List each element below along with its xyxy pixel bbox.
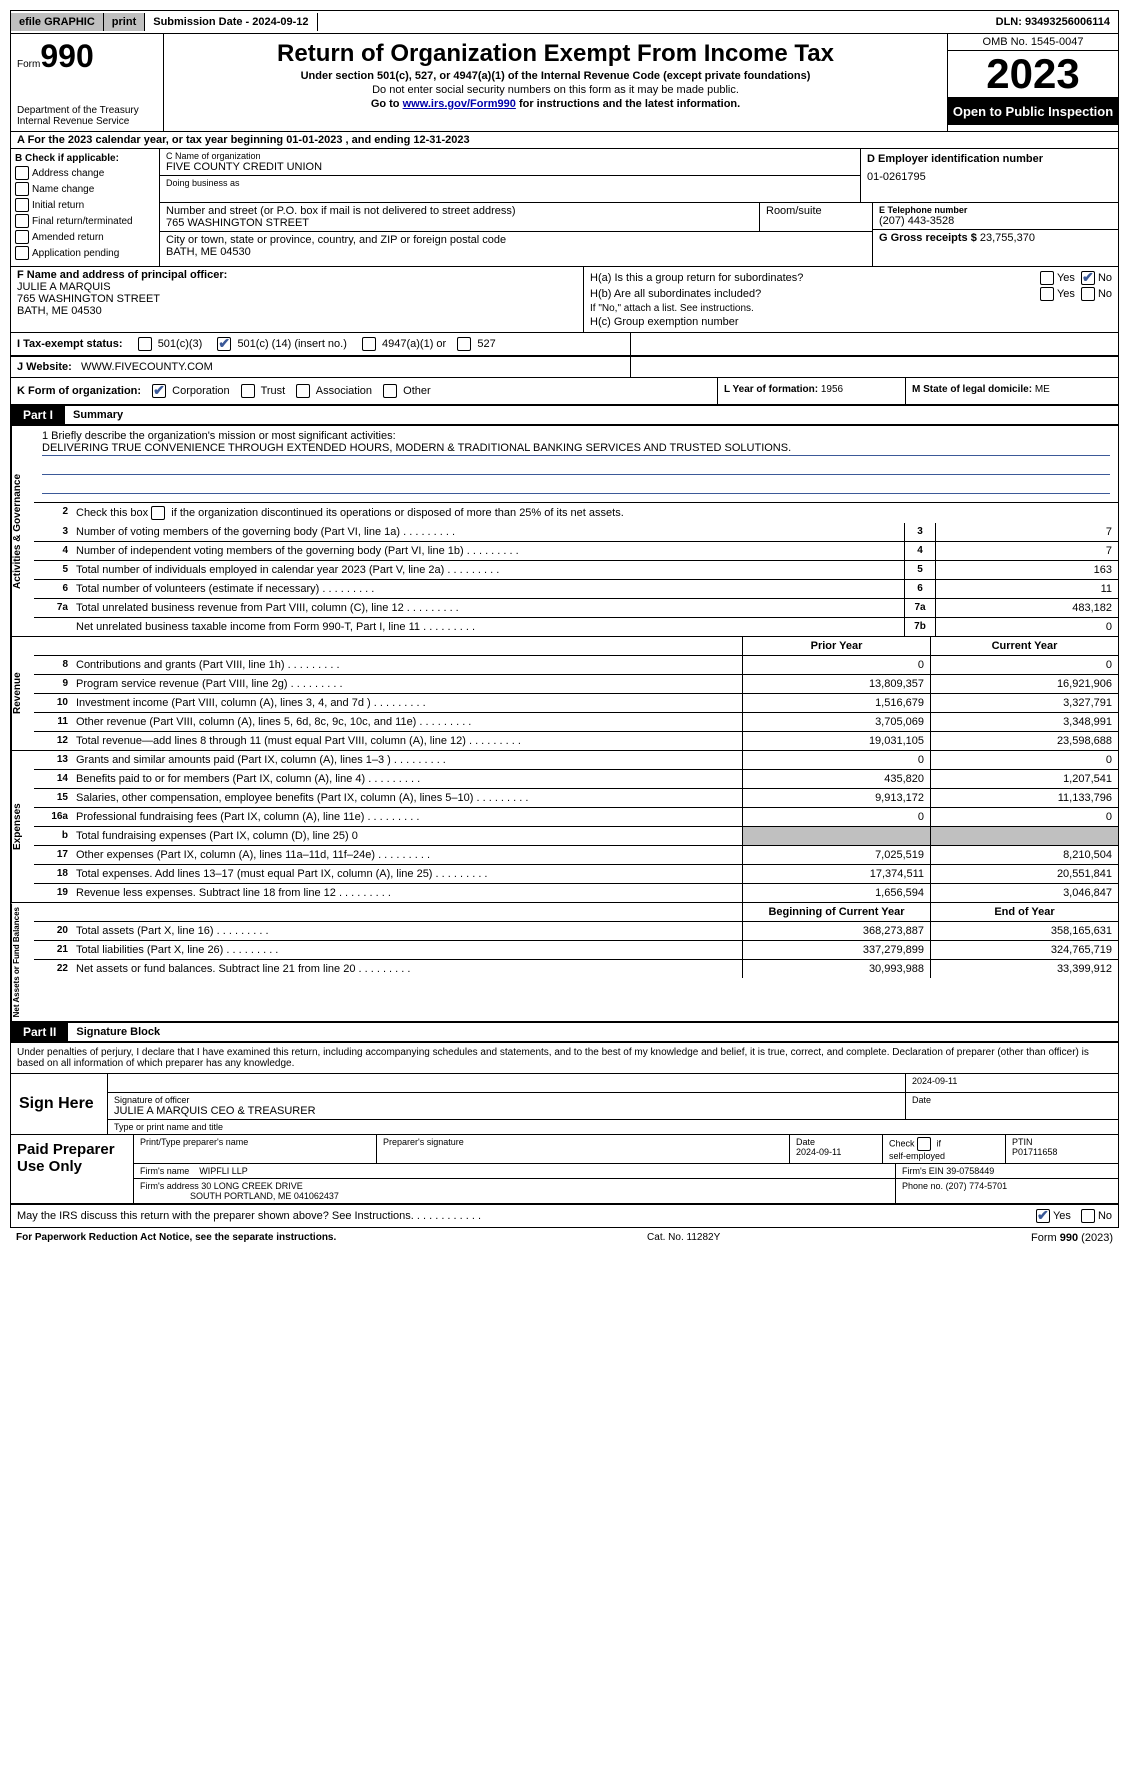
instructions-link[interactable]: www.irs.gov/Form990 (403, 98, 516, 110)
form-title: Return of Organization Exempt From Incom… (168, 40, 943, 68)
expenses-section: Expenses 13Grants and similar amounts pa… (10, 751, 1119, 903)
address-change-checkbox[interactable] (15, 166, 29, 180)
summary-line: 20Total assets (Part X, line 16) 368,273… (34, 922, 1118, 941)
ha-no-checkbox[interactable] (1081, 271, 1095, 285)
entity-info-grid: B Check if applicable: Address change Na… (10, 149, 1119, 267)
527-checkbox[interactable] (457, 337, 471, 351)
final-return-checkbox[interactable] (15, 214, 29, 228)
summary-line: 9Program service revenue (Part VIII, lin… (34, 675, 1118, 694)
row-i: I Tax-exempt status: 501(c)(3) 501(c) (1… (10, 333, 1119, 357)
street-cell: Number and street (or P.O. box if mail i… (160, 203, 760, 231)
part-2-header: Part II Signature Block (10, 1022, 1119, 1043)
submission-date: Submission Date - 2024-09-12 (145, 13, 317, 31)
section-g: G Gross receipts $ 23,755,370 (873, 230, 1118, 246)
summary-line: 14Benefits paid to or for members (Part … (34, 770, 1118, 789)
row-j: J Website: WWW.FIVECOUNTY.COM (10, 357, 1119, 378)
summary-line: 15Salaries, other compensation, employee… (34, 789, 1118, 808)
summary-line: 17Other expenses (Part IX, column (A), l… (34, 846, 1118, 865)
summary-line: 10Investment income (Part VIII, column (… (34, 694, 1118, 713)
hb-no-checkbox[interactable] (1081, 287, 1095, 301)
governance-section: Activities & Governance 1 Briefly descri… (10, 426, 1119, 637)
paid-preparer-label: Paid Preparer Use Only (11, 1135, 134, 1203)
summary-line: 18Total expenses. Add lines 13–17 (must … (34, 865, 1118, 884)
section-f: F Name and address of principal officer:… (11, 267, 584, 332)
row-klm: K Form of organization: Corporation Trus… (10, 378, 1119, 405)
discuss-yes-checkbox[interactable] (1036, 1209, 1050, 1223)
summary-line: 19Revenue less expenses. Subtract line 1… (34, 884, 1118, 902)
irs-discuss-row: May the IRS discuss this return with the… (10, 1205, 1119, 1228)
ha-yes-checkbox[interactable] (1040, 271, 1054, 285)
summary-line: 21Total liabilities (Part X, line 26) 33… (34, 941, 1118, 960)
other-checkbox[interactable] (383, 384, 397, 398)
hb-yes-checkbox[interactable] (1040, 287, 1054, 301)
footer: For Paperwork Reduction Act Notice, see … (10, 1228, 1119, 1248)
name-change-checkbox[interactable] (15, 182, 29, 196)
summary-line: 12Total revenue—add lines 8 through 11 (… (34, 732, 1118, 750)
summary-line: bTotal fundraising expenses (Part IX, co… (34, 827, 1118, 846)
initial-return-checkbox[interactable] (15, 198, 29, 212)
form-number: 990 (40, 38, 93, 74)
summary-line: 22Net assets or fund balances. Subtract … (34, 960, 1118, 978)
line2-checkbox[interactable] (151, 506, 165, 520)
summary-line: 16aProfessional fundraising fees (Part I… (34, 808, 1118, 827)
efile-graphic-button[interactable]: efile GRAPHIC (11, 13, 104, 31)
summary-line: 5Total number of individuals employed in… (34, 561, 1118, 580)
city-cell: City or town, state or province, country… (160, 232, 872, 260)
501c3-checkbox[interactable] (138, 337, 152, 351)
part-1-header: Part I Summary (10, 405, 1119, 426)
revenue-section: Revenue Prior Year Current Year 8Contrib… (10, 637, 1119, 751)
signature-block: Under penalties of perjury, I declare th… (10, 1043, 1119, 1205)
irs-label: Internal Revenue Service (17, 116, 157, 127)
print-button[interactable]: print (104, 13, 145, 31)
form-header: Form990 Department of the Treasury Inter… (10, 34, 1119, 132)
summary-line: 3Number of voting members of the governi… (34, 523, 1118, 542)
revenue-header-row: Prior Year Current Year (34, 637, 1118, 656)
summary-line: Net unrelated business taxable income fr… (34, 618, 1118, 636)
room-cell: Room/suite (760, 203, 872, 231)
discuss-no-checkbox[interactable] (1081, 1209, 1095, 1223)
application-pending-checkbox[interactable] (15, 246, 29, 260)
amended-return-checkbox[interactable] (15, 230, 29, 244)
row-a-tax-year: A For the 2023 calendar year, or tax yea… (10, 132, 1119, 149)
section-b: B Check if applicable: Address change Na… (11, 149, 160, 266)
sign-here-label: Sign Here (11, 1074, 108, 1134)
subtitle-3: Go to www.irs.gov/Form990 for instructio… (168, 98, 943, 110)
dba-cell: Doing business as (160, 176, 860, 202)
omb-number: OMB No. 1545-0047 (948, 34, 1118, 51)
mission-block: 1 Briefly describe the organization's mi… (34, 426, 1118, 503)
public-inspection: Open to Public Inspection (948, 98, 1118, 125)
dept-treasury: Department of the Treasury (17, 105, 157, 116)
netassets-header-row: Beginning of Current Year End of Year (34, 903, 1118, 922)
section-f-h: F Name and address of principal officer:… (10, 267, 1119, 333)
subtitle-2: Do not enter social security numbers on … (168, 84, 943, 96)
summary-line: 4Number of independent voting members of… (34, 542, 1118, 561)
summary-line: 13Grants and similar amounts paid (Part … (34, 751, 1118, 770)
dln-label: DLN: 93493256006114 (988, 13, 1118, 31)
website-value: WWW.FIVECOUNTY.COM (81, 361, 213, 373)
top-toolbar: efile GRAPHIC print Submission Date - 20… (10, 10, 1119, 34)
mission-text: DELIVERING TRUE CONVENIENCE THROUGH EXTE… (42, 442, 1110, 456)
summary-line: 11Other revenue (Part VIII, column (A), … (34, 713, 1118, 732)
section-h: H(a) Is this a group return for subordin… (584, 267, 1118, 332)
tax-year: 2023 (948, 51, 1118, 98)
section-e: E Telephone number (207) 443-3528 (873, 203, 1118, 230)
subtitle-1: Under section 501(c), 527, or 4947(a)(1)… (168, 70, 943, 82)
self-employed-checkbox[interactable] (917, 1137, 931, 1151)
corporation-checkbox[interactable] (152, 384, 166, 398)
trust-checkbox[interactable] (241, 384, 255, 398)
501c-checkbox[interactable] (217, 337, 231, 351)
netassets-section: Net Assets or Fund Balances Beginning of… (10, 903, 1119, 1022)
section-d: D Employer identification number 01-0261… (861, 149, 1118, 202)
summary-line: 8Contributions and grants (Part VIII, li… (34, 656, 1118, 675)
org-name-cell: C Name of organization FIVE COUNTY CREDI… (160, 149, 860, 176)
form-label: Form (17, 59, 40, 70)
summary-line: 7aTotal unrelated business revenue from … (34, 599, 1118, 618)
summary-line: 6Total number of volunteers (estimate if… (34, 580, 1118, 599)
association-checkbox[interactable] (296, 384, 310, 398)
4947-checkbox[interactable] (362, 337, 376, 351)
